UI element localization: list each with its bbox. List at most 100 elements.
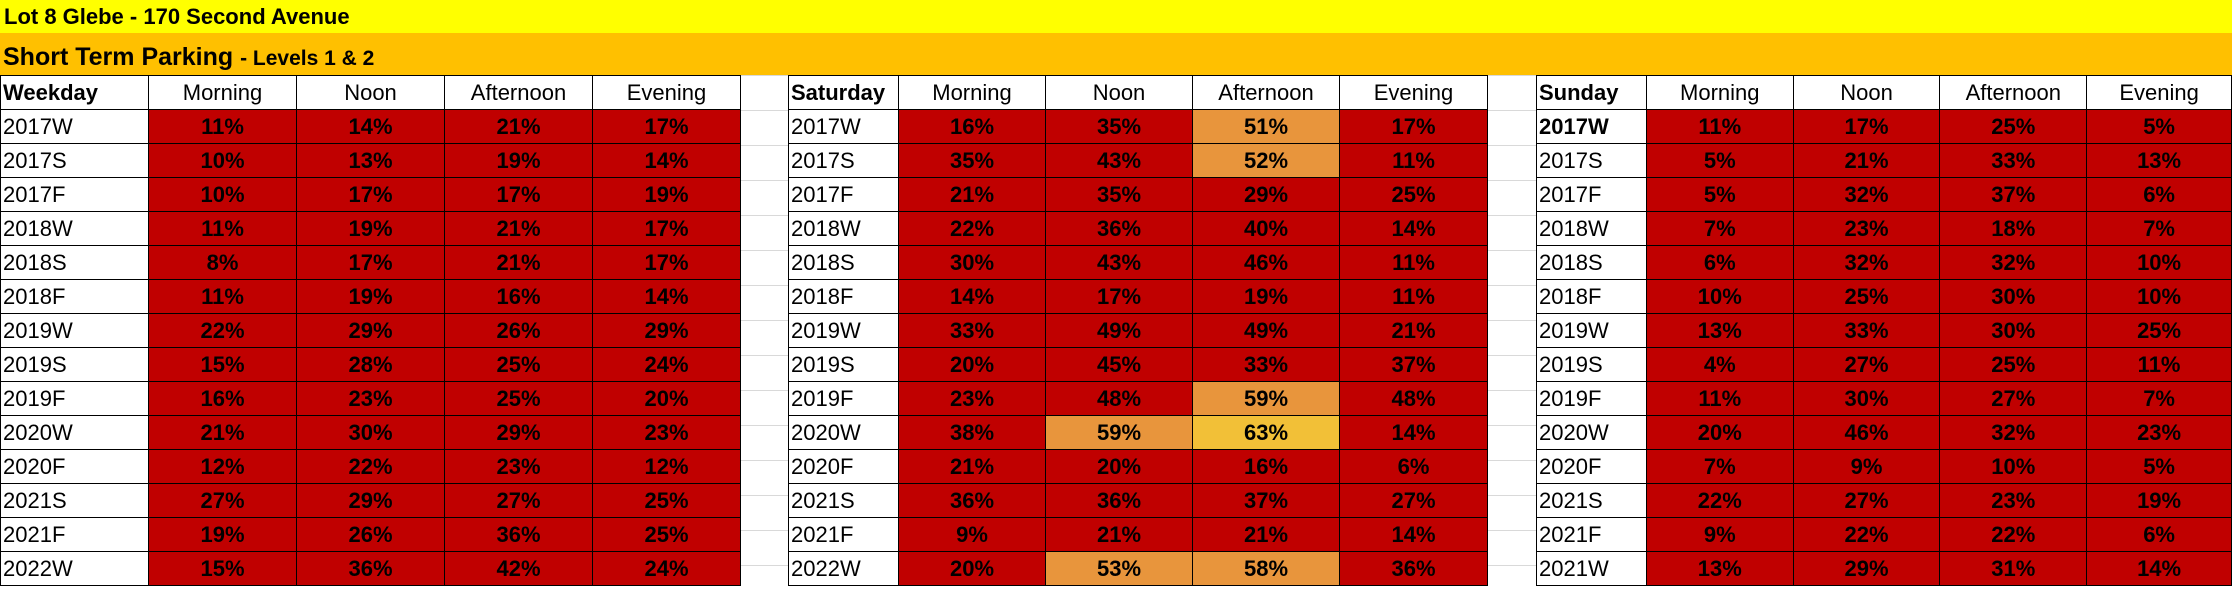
row-label-cell[interactable]: 2017S [788,143,899,178]
occupancy-cell[interactable]: 14% [1339,517,1488,552]
occupancy-cell[interactable]: 25% [444,381,593,416]
occupancy-cell[interactable]: 36% [1045,483,1193,518]
occupancy-cell[interactable]: 21% [1045,517,1193,552]
occupancy-cell[interactable]: 33% [1939,143,2088,178]
row-label-cell[interactable]: 2019W [788,313,899,348]
occupancy-cell[interactable]: 27% [1792,483,1941,518]
occupancy-cell[interactable]: 11% [148,211,297,246]
occupancy-cell[interactable]: 19% [296,211,445,246]
occupancy-cell[interactable]: 9% [1645,517,1794,552]
occupancy-cell[interactable]: 14% [1339,415,1488,450]
row-label-cell[interactable]: 2018S [1536,245,1647,280]
occupancy-cell[interactable]: 10% [2086,245,2232,280]
occupancy-cell[interactable]: 5% [2086,109,2232,144]
occupancy-cell[interactable]: 35% [1045,109,1193,144]
occupancy-cell[interactable]: 20% [898,551,1046,586]
row-label-cell[interactable]: 2017W [788,109,899,144]
occupancy-cell[interactable]: 19% [2086,483,2232,518]
occupancy-cell[interactable]: 26% [296,517,445,552]
row-label-cell[interactable]: 2018W [788,211,899,246]
row-label-cell[interactable]: 2018S [788,245,899,280]
occupancy-cell[interactable]: 15% [148,551,297,586]
row-label-cell[interactable]: 2018F [788,279,899,314]
row-label-cell[interactable]: 2017S [0,143,149,178]
occupancy-cell[interactable]: 5% [1645,177,1794,212]
row-label-cell[interactable]: 2017W [1536,109,1647,144]
occupancy-cell[interactable]: 58% [1192,551,1340,586]
occupancy-cell[interactable]: 49% [1045,313,1193,348]
occupancy-cell[interactable]: 10% [1939,449,2088,484]
occupancy-cell[interactable]: 30% [296,415,445,450]
occupancy-cell[interactable]: 29% [1192,177,1340,212]
row-label-cell[interactable]: 2021W [1536,551,1647,586]
occupancy-cell[interactable]: 51% [1192,109,1340,144]
occupancy-cell[interactable]: 33% [1192,347,1340,382]
col-header-evening[interactable]: Evening [592,75,741,110]
occupancy-cell[interactable]: 14% [592,279,741,314]
occupancy-cell[interactable]: 11% [148,109,297,144]
occupancy-cell[interactable]: 29% [296,483,445,518]
row-label-cell[interactable]: 2019S [788,347,899,382]
row-label-cell[interactable]: 2021S [1536,483,1647,518]
occupancy-cell[interactable]: 31% [1939,551,2088,586]
occupancy-cell[interactable]: 32% [1939,245,2088,280]
occupancy-cell[interactable]: 43% [1045,143,1193,178]
occupancy-cell[interactable]: 33% [1792,313,1941,348]
occupancy-cell[interactable]: 16% [898,109,1046,144]
occupancy-cell[interactable]: 36% [1045,211,1193,246]
row-label-cell[interactable]: 2018W [1536,211,1647,246]
occupancy-cell[interactable]: 22% [898,211,1046,246]
occupancy-cell[interactable]: 36% [444,517,593,552]
occupancy-cell[interactable]: 19% [1192,279,1340,314]
occupancy-cell[interactable]: 6% [1645,245,1794,280]
occupancy-cell[interactable]: 45% [1045,347,1193,382]
occupancy-cell[interactable]: 21% [898,449,1046,484]
occupancy-cell[interactable]: 10% [148,143,297,178]
occupancy-cell[interactable]: 21% [444,245,593,280]
occupancy-cell[interactable]: 10% [148,177,297,212]
occupancy-cell[interactable]: 17% [444,177,593,212]
col-header-noon[interactable]: Noon [296,75,445,110]
occupancy-cell[interactable]: 33% [898,313,1046,348]
occupancy-cell[interactable]: 23% [444,449,593,484]
block-header-saturday[interactable]: Saturday [788,75,899,110]
occupancy-cell[interactable]: 29% [444,415,593,450]
occupancy-cell[interactable]: 17% [1045,279,1193,314]
occupancy-cell[interactable]: 27% [148,483,297,518]
row-label-cell[interactable]: 2021S [788,483,899,518]
occupancy-cell[interactable]: 40% [1192,211,1340,246]
occupancy-cell[interactable]: 48% [1045,381,1193,416]
occupancy-cell[interactable]: 20% [1645,415,1794,450]
row-label-cell[interactable]: 2018F [0,279,149,314]
occupancy-cell[interactable]: 37% [1939,177,2088,212]
occupancy-cell[interactable]: 23% [898,381,1046,416]
occupancy-cell[interactable]: 9% [1792,449,1941,484]
occupancy-cell[interactable]: 14% [898,279,1046,314]
occupancy-cell[interactable]: 10% [2086,279,2232,314]
occupancy-cell[interactable]: 12% [148,449,297,484]
occupancy-cell[interactable]: 19% [148,517,297,552]
occupancy-cell[interactable]: 25% [592,483,741,518]
occupancy-cell[interactable]: 25% [1339,177,1488,212]
row-label-cell[interactable]: 2018W [0,211,149,246]
occupancy-cell[interactable]: 27% [1792,347,1941,382]
occupancy-cell[interactable]: 26% [444,313,593,348]
block-header-sunday[interactable]: Sunday [1536,75,1647,110]
occupancy-cell[interactable]: 22% [1939,517,2088,552]
occupancy-cell[interactable]: 37% [1192,483,1340,518]
row-label-cell[interactable]: 2019S [1536,347,1647,382]
row-label-cell[interactable]: 2020W [788,415,899,450]
occupancy-cell[interactable]: 43% [1045,245,1193,280]
occupancy-cell[interactable]: 21% [1339,313,1488,348]
occupancy-cell[interactable]: 20% [898,347,1046,382]
occupancy-cell[interactable]: 25% [1939,347,2088,382]
occupancy-cell[interactable]: 25% [2086,313,2232,348]
row-label-cell[interactable]: 2019F [1536,381,1647,416]
col-header-afternoon[interactable]: Afternoon [444,75,593,110]
occupancy-cell[interactable]: 29% [296,313,445,348]
occupancy-cell[interactable]: 32% [1792,245,1941,280]
occupancy-cell[interactable]: 36% [898,483,1046,518]
col-header-evening[interactable]: Evening [2086,75,2232,110]
occupancy-cell[interactable]: 25% [592,517,741,552]
row-label-cell[interactable]: 2020F [0,449,149,484]
